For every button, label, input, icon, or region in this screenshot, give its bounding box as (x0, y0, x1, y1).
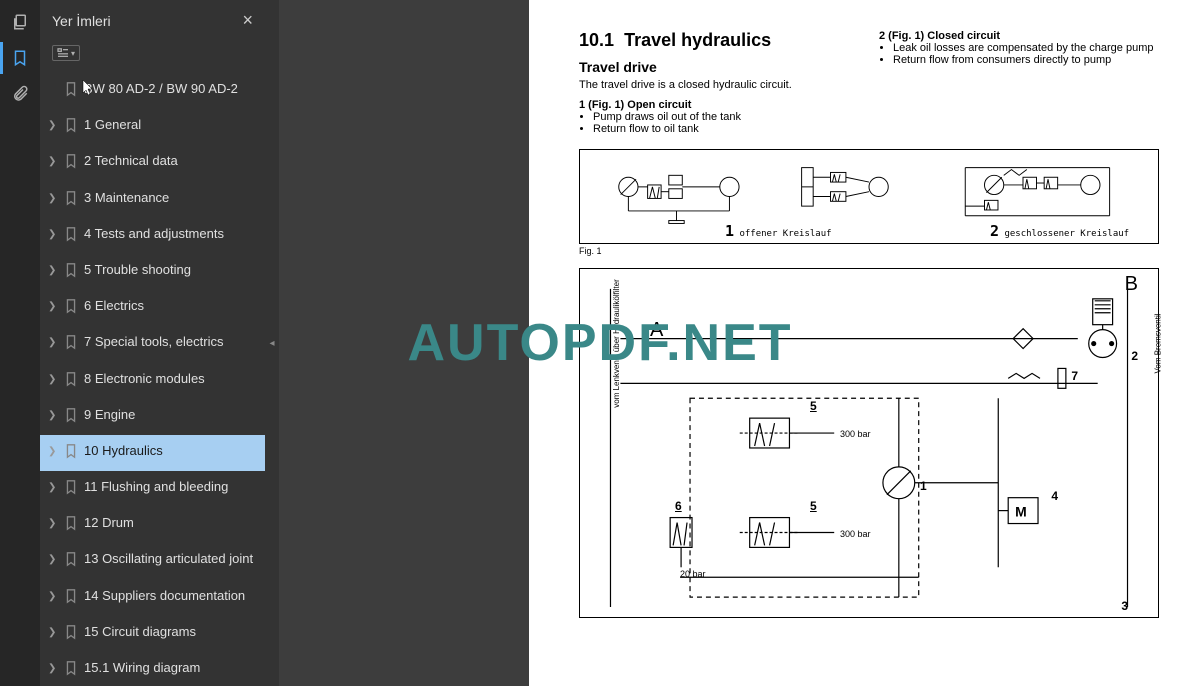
bookmark-item[interactable]: ❯ 5 Trouble shooting (40, 254, 265, 290)
bookmark-label: 9 Engine (84, 406, 257, 424)
icon-rail (0, 0, 40, 686)
chevron-right-icon[interactable]: ❯ (48, 228, 58, 242)
bookmark-icon (64, 153, 78, 174)
bullet-item: Return flow to oil tank (593, 123, 859, 135)
col1-bullets: Pump draws oil out of the tankReturn flo… (579, 111, 859, 135)
bookmark-item[interactable]: ❯ 15.1 Wiring diagram (40, 652, 265, 686)
document-viewport[interactable]: 10.1 Travel hydraulics Travel drive The … (529, 0, 1200, 686)
chevron-right-icon[interactable]: ❯ (48, 517, 58, 531)
bookmark-item[interactable]: ❯ 13 Oscillating articulated joint (40, 543, 265, 579)
bookmark-item[interactable]: ❯ 7 Special tools, electrics (40, 326, 265, 362)
chevron-right-icon[interactable]: ❯ (48, 192, 58, 206)
bookmark-item[interactable]: ❯ 8 Electronic modules (40, 363, 265, 399)
intro-text: The travel drive is a closed hydraulic c… (579, 79, 859, 91)
pdf-page: 10.1 Travel hydraulics Travel drive The … (529, 0, 1200, 686)
chevron-right-icon[interactable]: ❯ (48, 155, 58, 169)
fig1-caption: Fig. 1 (579, 246, 1159, 256)
document-background (279, 0, 529, 686)
bookmark-icon (64, 515, 78, 536)
bookmark-item[interactable]: ❯ 6 Electrics (40, 290, 265, 326)
bookmark-icon (64, 624, 78, 645)
bookmark-label: 7 Special tools, electrics (84, 333, 257, 351)
bookmark-item[interactable]: ❯ 10 Hydraulics (40, 435, 265, 471)
bookmark-label: 4 Tests and adjustments (84, 225, 257, 243)
bookmark-label: 15 Circuit diagrams (84, 623, 257, 641)
bookmark-item[interactable]: ❯ 2 Technical data (40, 145, 265, 181)
bookmark-item[interactable]: ❯ 15 Circuit diagrams (40, 616, 265, 652)
bookmark-icon (64, 262, 78, 283)
bookmarks-sidebar: Yer İmleri × ▾ BW 80 AD-2 / BW 90 AD-2 ❯ 1… (40, 0, 265, 686)
bookmark-label: 14 Suppliers documentation (84, 587, 257, 605)
sidebar-collapse-handle[interactable]: ◂ (265, 0, 279, 686)
bookmark-label: 13 Oscillating articulated joint (84, 550, 257, 568)
bullet-item: Pump draws oil out of the tank (593, 111, 859, 123)
outline-options-button[interactable]: ▾ (52, 45, 80, 61)
chevron-right-icon[interactable]: ❯ (48, 481, 58, 495)
bookmark-label: 5 Trouble shooting (84, 261, 257, 279)
bookmark-item[interactable]: ❯ 9 Engine (40, 399, 265, 435)
sidebar-toolbar: ▾ (40, 41, 265, 69)
bookmark-tree: BW 80 AD-2 / BW 90 AD-2 ❯ 1 General ❯ 2 Tech… (40, 69, 265, 686)
bookmark-icon (64, 81, 78, 102)
figure-1: 1 offener Kreislauf 2 geschlossener Krei… (579, 149, 1159, 244)
bookmark-label: 10 Hydraulics (84, 442, 257, 460)
bookmark-icon (64, 190, 78, 211)
bookmark-label: 6 Electrics (84, 297, 257, 315)
bookmark-icon (64, 551, 78, 572)
bullet-item: Return flow from consumers directly to p… (893, 54, 1159, 66)
bullet-item: Leak oil losses are compensated by the c… (893, 42, 1159, 54)
chevron-right-icon[interactable]: ❯ (48, 445, 58, 459)
bookmark-icon (64, 226, 78, 247)
chevron-right-icon[interactable]: ❯ (48, 336, 58, 350)
chevron-right-icon[interactable]: ❯ (48, 662, 58, 676)
bookmark-icon (64, 443, 78, 464)
bookmark-icon (64, 407, 78, 428)
bookmark-item[interactable]: BW 80 AD-2 / BW 90 AD-2 (40, 73, 265, 109)
sidebar-title: Yer İmleri (52, 13, 111, 29)
close-icon[interactable]: × (242, 10, 253, 31)
chevron-right-icon[interactable]: ❯ (48, 626, 58, 640)
bookmark-item[interactable]: ❯ 4 Tests and adjustments (40, 218, 265, 254)
pages-icon[interactable] (10, 12, 30, 32)
chevron-right-icon[interactable]: ❯ (48, 119, 58, 133)
bookmark-item[interactable]: ❯ 1 General (40, 109, 265, 145)
bookmark-item[interactable]: ❯ 3 Maintenance (40, 182, 265, 218)
bookmark-icon (64, 334, 78, 355)
fig1-label1: 1 offener Kreislauf (725, 222, 832, 240)
bookmark-label: 15.1 Wiring diagram (84, 659, 257, 677)
fig1-label2: 2 geschlossener Kreislauf (990, 222, 1129, 240)
bookmark-icon (64, 371, 78, 392)
sidebar-header: Yer İmleri × (40, 0, 265, 41)
bookmark-icon (64, 117, 78, 138)
attachments-icon[interactable] (10, 84, 30, 104)
chevron-right-icon[interactable]: ❯ (48, 553, 58, 567)
chevron-right-icon[interactable]: ❯ (48, 373, 58, 387)
chevron-right-icon[interactable]: ❯ (48, 300, 58, 314)
bookmark-label: 3 Maintenance (84, 189, 257, 207)
bookmark-item[interactable]: ❯ 12 Drum (40, 507, 265, 543)
motor-label: M (1015, 504, 1027, 520)
subsection-heading: Travel drive (579, 59, 859, 75)
col2-bullets: Leak oil losses are compensated by the c… (879, 42, 1159, 66)
schematic-diagram: vom Lenkventil über Hydraulikölfilter Vo… (579, 268, 1159, 618)
chevron-right-icon[interactable]: ❯ (48, 590, 58, 604)
bookmark-icon (64, 588, 78, 609)
bookmarks-icon[interactable] (10, 48, 30, 68)
bookmark-item[interactable]: ❯ 11 Flushing and bleeding (40, 471, 265, 507)
bookmark-icon (64, 298, 78, 319)
col1-heading: 1 (Fig. 1) Open circuit (579, 99, 859, 111)
bookmark-icon (64, 479, 78, 500)
col2-heading: 2 (Fig. 1) Closed circuit (879, 30, 1159, 42)
chevron-right-icon[interactable]: ❯ (48, 409, 58, 423)
bookmark-label: 12 Drum (84, 514, 257, 532)
bookmark-label: 11 Flushing and bleeding (84, 478, 257, 496)
bookmark-icon (64, 660, 78, 681)
bookmark-label: BW 80 AD-2 / BW 90 AD-2 (84, 80, 257, 98)
bookmark-label: 8 Electronic modules (84, 370, 257, 388)
bookmark-label: 1 General (84, 116, 257, 134)
chevron-right-icon[interactable]: ❯ (48, 264, 58, 278)
bookmark-item[interactable]: ❯ 14 Suppliers documentation (40, 580, 265, 616)
bookmark-label: 2 Technical data (84, 152, 257, 170)
section-heading: 10.1 Travel hydraulics (579, 30, 859, 51)
